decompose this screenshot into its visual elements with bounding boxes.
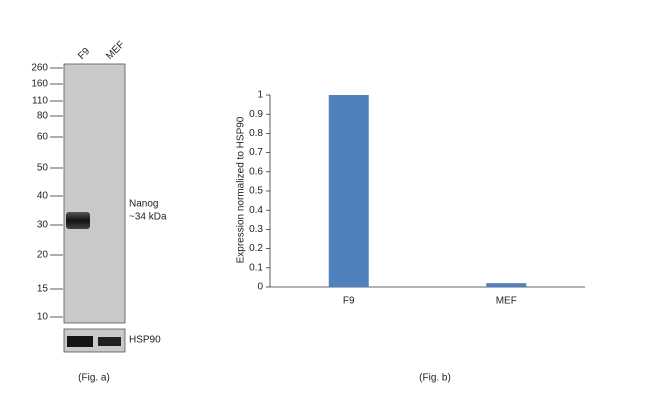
x-tick-label: F9 (343, 296, 355, 307)
ladder-label: 60 (37, 132, 49, 143)
y-tick-label: 0.9 (249, 109, 263, 120)
ladder-label: 15 (37, 284, 49, 295)
y-tick-label: 0.7 (249, 147, 263, 158)
bar (486, 283, 527, 287)
hsp90-band (98, 337, 121, 346)
lane-label: F9 (76, 46, 92, 62)
bar (328, 95, 369, 287)
y-tick-label: 1 (257, 90, 263, 101)
blot-labels: 260 160 110 80 60 50 40 30 20 15 10 F9 MEF (31, 39, 127, 322)
ladder-label: 160 (31, 79, 48, 90)
y-axis-label: Expression normalized to HSP90 (236, 116, 247, 263)
ladder-label: 260 (31, 63, 48, 74)
x-tick-label: MEF (496, 296, 517, 307)
ladder-label: 80 (37, 111, 49, 122)
band-label: Nanog (129, 199, 158, 210)
nanog-band (66, 212, 90, 229)
y-tick-label: 0.4 (249, 205, 263, 216)
ladder-label: 40 (37, 191, 49, 202)
blot-membrane (63, 63, 126, 324)
y-tick-label: 0.5 (249, 186, 263, 197)
ladder-label: 10 (37, 312, 49, 323)
figure-caption: (Fig. b) (419, 373, 451, 384)
y-tick-label: 0 (257, 282, 263, 293)
y-tick-label: 0.3 (249, 224, 263, 235)
ladder-label: 50 (37, 163, 49, 174)
loading-control-label: HSP90 (129, 335, 161, 346)
bar-chart: 0 0.1 0.2 0.3 0.4 0.5 0.6 0.7 0.8 0.9 1 F9 MEF (249, 90, 585, 307)
ladder-label: 30 (37, 220, 49, 231)
hsp90-band (67, 336, 93, 347)
ladder-label: 20 (37, 250, 49, 261)
y-tick-label: 0.8 (249, 128, 263, 139)
y-tick-label: 0.2 (249, 243, 263, 254)
y-tick-label: 0.6 (249, 166, 263, 177)
ladder-label: 110 (32, 96, 48, 107)
lane-label: MEF (104, 39, 127, 62)
y-tick-label: 0.1 (249, 262, 263, 273)
figure-caption: (Fig. a) (78, 373, 110, 384)
band-size: ~34 kDa (129, 212, 167, 223)
